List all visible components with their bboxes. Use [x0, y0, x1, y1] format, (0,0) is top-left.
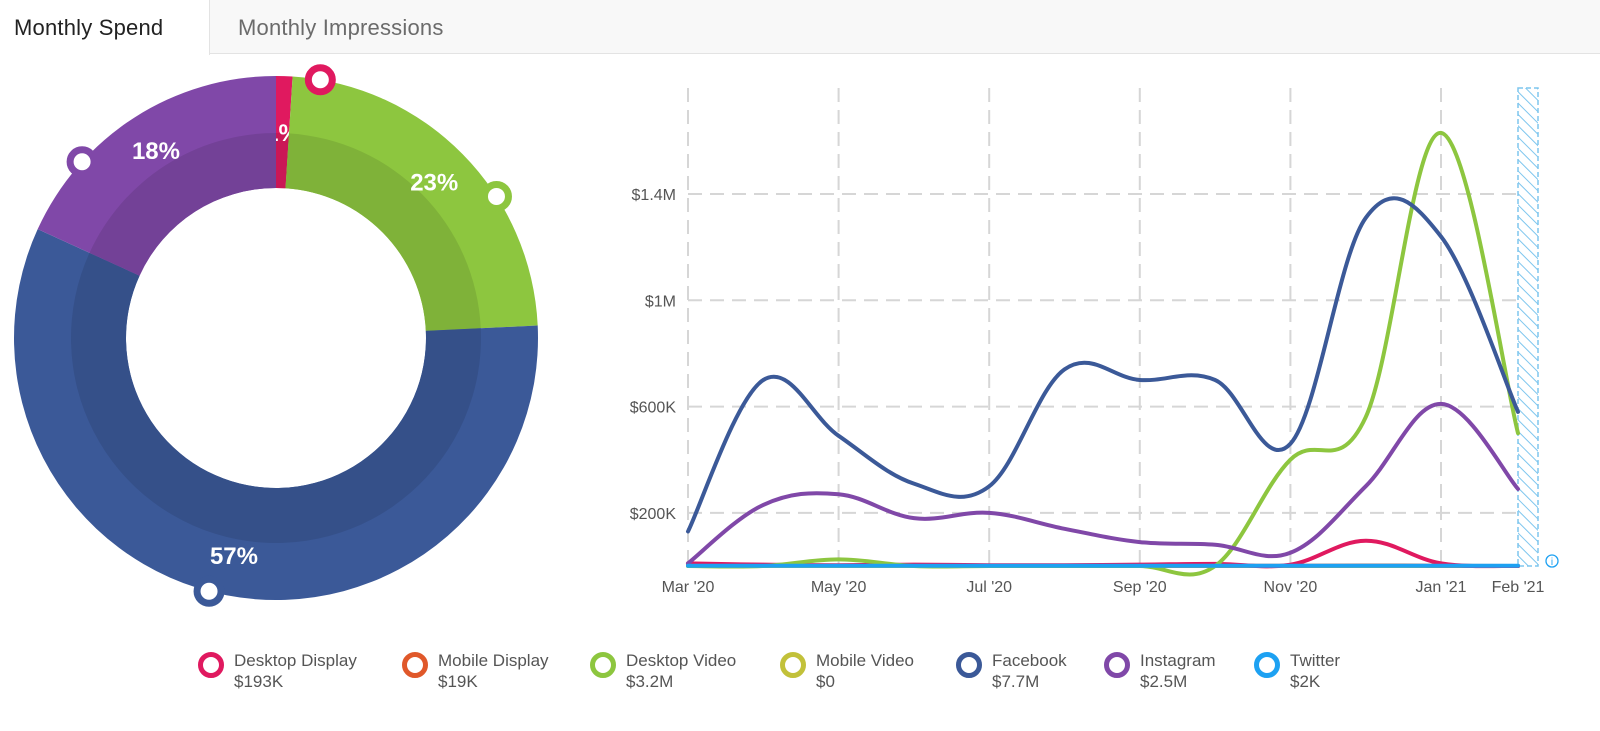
tab-bar: Monthly Spend Monthly Impressions: [0, 0, 1600, 55]
donut-label-desktop-video: 23%: [410, 169, 458, 196]
legend-item-value: $19K: [438, 672, 478, 691]
legend-item-name: Instagram: [1140, 651, 1216, 670]
donut-marker-instagram[interactable]: [66, 146, 98, 178]
x-tick-label: Jul '20: [966, 579, 1012, 596]
legend-item-value: $7.7M: [992, 672, 1040, 691]
info-icon[interactable]: i: [1545, 554, 1559, 568]
legend-marker-icon: [590, 652, 616, 678]
tab-monthly-impressions[interactable]: Monthly Impressions: [238, 15, 444, 40]
y-tick-label: $1.4M: [632, 187, 676, 204]
x-tick-label: Sep '20: [1113, 579, 1167, 596]
legend-item-value: $0: [816, 672, 835, 691]
legend-item-value: $2.5M: [1140, 672, 1188, 691]
legend-marker-icon: [780, 652, 806, 678]
x-tick-label: Feb '21: [1492, 579, 1545, 596]
donut-slice-instagram[interactable]: [37, 76, 276, 276]
legend-item-name: Mobile Video: [816, 651, 914, 670]
series-line-instagram[interactable]: [686, 401, 1520, 566]
x-tick-label: Jan '21: [1415, 579, 1466, 596]
series-line-facebook[interactable]: [686, 196, 1520, 534]
donut-chart: 1%23%57%18%: [13, 64, 538, 607]
svg-text:i: i: [1551, 557, 1553, 568]
legend-marker-icon: [198, 652, 224, 678]
donut-marker-facebook[interactable]: [193, 575, 225, 607]
legend: Desktop Display $193K Mobile Display $19…: [198, 650, 1438, 710]
y-tick-label: $200K: [630, 506, 677, 523]
donut-slice-facebook[interactable]: [13, 229, 538, 601]
tab-monthly-spend[interactable]: Monthly Spend: [0, 0, 210, 55]
x-tick-label: May '20: [811, 579, 867, 596]
x-tick-label: Nov '20: [1264, 579, 1318, 596]
legend-item-name: Desktop Video: [626, 651, 737, 670]
line-chart: $200K $600K $1M $1.4M Mar '20 May '20 Jul '20 S…: [630, 87, 1559, 596]
legend-item-name: Facebook: [992, 651, 1067, 670]
legend-marker-icon: [956, 652, 982, 678]
current-period-highlight: [1517, 87, 1539, 567]
donut-label-instagram: 18%: [132, 138, 180, 165]
legend-item-value: $193K: [234, 672, 284, 691]
legend-item-value: $3.2M: [626, 672, 674, 691]
y-tick-label: $600K: [630, 400, 677, 417]
donut-slice-desktop-display[interactable]: [276, 76, 293, 189]
series-line-desktop-video[interactable]: [686, 130, 1520, 577]
y-tick-label: $1M: [645, 293, 676, 310]
donut-label-facebook: 57%: [210, 543, 258, 570]
legend-item-name: Twitter: [1290, 651, 1341, 670]
legend-item-name: Desktop Display: [234, 651, 357, 670]
donut-marker-desktop-video[interactable]: [480, 180, 512, 212]
legend-item-value: $2K: [1290, 672, 1321, 691]
donut-marker-desktop-display[interactable]: [304, 64, 336, 96]
legend-marker-icon: [1254, 652, 1280, 678]
legend-marker-icon: [1104, 652, 1130, 678]
x-tick-label: Mar '20: [662, 579, 715, 596]
donut-slice-desktop-video[interactable]: [285, 76, 538, 331]
legend-item-name: Mobile Display: [438, 651, 549, 670]
legend-marker-icon: [402, 652, 428, 678]
